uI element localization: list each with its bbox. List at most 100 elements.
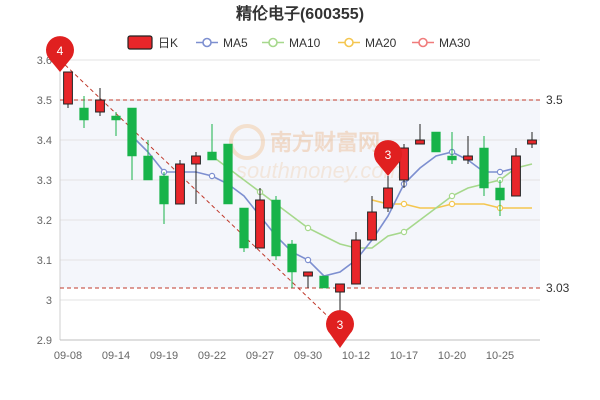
candle-body [95, 99, 105, 113]
legend-item: MA20 [338, 36, 397, 50]
candle-body [255, 199, 265, 249]
candle-body [159, 175, 169, 205]
ma10-line [211, 155, 533, 249]
y-tick-label: 3 [46, 295, 52, 307]
ma5-point [496, 168, 504, 176]
candle-body [63, 71, 73, 105]
ma10-point [448, 192, 456, 200]
candle [191, 152, 201, 204]
legend-swatch [418, 37, 428, 48]
candle-body [431, 131, 441, 153]
candle [271, 196, 281, 260]
marker-label: 3 [385, 148, 392, 162]
ma10-point [304, 224, 312, 232]
candle [383, 176, 393, 212]
candle [143, 140, 153, 181]
marker-pin: 3 [326, 310, 354, 348]
candle-body [127, 107, 137, 157]
candle-body [191, 155, 201, 165]
candles [63, 71, 537, 328]
candle [287, 240, 297, 288]
legend: 日K MA5 MA10 MA20 MA30 [127, 35, 471, 50]
candle [511, 148, 521, 197]
legend-item: MA10 [262, 36, 321, 50]
marker-shape [326, 310, 354, 348]
candle [207, 124, 217, 161]
candle-body [287, 243, 297, 273]
x-tick-label: 10-12 [342, 350, 370, 362]
candle-body [367, 211, 377, 241]
candle-body [527, 139, 537, 145]
legend-item: 日K [127, 35, 178, 50]
trend-line [59, 59, 341, 329]
watermark-logo [229, 124, 265, 160]
marker-label: 4 [57, 44, 64, 58]
candle [495, 180, 505, 216]
ma20 [371, 199, 532, 212]
marker-pin: 3 [374, 140, 402, 176]
y-tick-label: 3.3 [37, 175, 52, 187]
marker-label: 3 [337, 318, 344, 332]
candle-body [79, 107, 89, 121]
x-tick-label: 10-20 [438, 350, 466, 362]
legend-swatch [344, 37, 354, 48]
candle [527, 132, 537, 148]
candle [255, 188, 265, 249]
legend-item: MA30 [412, 36, 471, 50]
x-tick-label: 10-25 [486, 350, 514, 362]
candle [127, 107, 137, 180]
candle-body [351, 239, 361, 285]
candle [95, 88, 105, 116]
ma10-point [400, 228, 408, 236]
candle [431, 131, 441, 153]
x-tick-label: 09-08 [54, 350, 82, 362]
candle [159, 172, 169, 224]
candle [175, 160, 185, 205]
candle-body [495, 187, 505, 201]
watermark: 南方财富网 southmoney.com [229, 124, 402, 183]
x-tick-label: 09-27 [246, 350, 274, 362]
ma5-point [208, 172, 216, 180]
x-tick-label: 09-22 [198, 350, 226, 362]
ma20-point [400, 200, 408, 208]
watermark-text: 南方财富网 [270, 130, 380, 155]
candle [63, 71, 73, 108]
y-tick-label: 3.6 [37, 55, 52, 67]
markers: 4 3 3 [45, 36, 402, 348]
candle [111, 112, 121, 136]
legend-label: MA5 [223, 36, 248, 50]
reference-label: 3.5 [546, 93, 563, 107]
candle-body [319, 275, 329, 289]
candle [223, 143, 233, 205]
candle-body [143, 155, 153, 181]
x-tick-label: 09-19 [150, 350, 178, 362]
candle-body [239, 207, 249, 249]
x-tick-label: 09-30 [294, 350, 322, 362]
marker-shape [374, 140, 402, 176]
x-tick-label: 09-14 [102, 350, 130, 362]
legend-swatch [202, 37, 212, 48]
legend-label: MA20 [365, 36, 397, 50]
legend-label: MA10 [289, 36, 321, 50]
candle [319, 275, 329, 289]
candle-body [271, 199, 281, 257]
candle [239, 207, 249, 252]
candle-body [383, 187, 393, 209]
candle-body [111, 115, 121, 121]
marker-pin: 4 [45, 36, 74, 72]
candle [479, 136, 489, 196]
candle [367, 196, 377, 241]
legend-swatch [268, 37, 278, 48]
candle [463, 136, 473, 164]
candle-body [335, 283, 345, 293]
legend-swatch [127, 35, 153, 50]
candle [79, 96, 89, 128]
y-tick-label: 3.2 [37, 215, 52, 227]
candle-body [303, 271, 313, 277]
legend-label: MA30 [439, 36, 471, 50]
chart-title: 精伦电子(600355) [236, 4, 364, 23]
candle-body [463, 155, 473, 161]
candle [399, 144, 409, 188]
ma5-point [304, 256, 312, 264]
